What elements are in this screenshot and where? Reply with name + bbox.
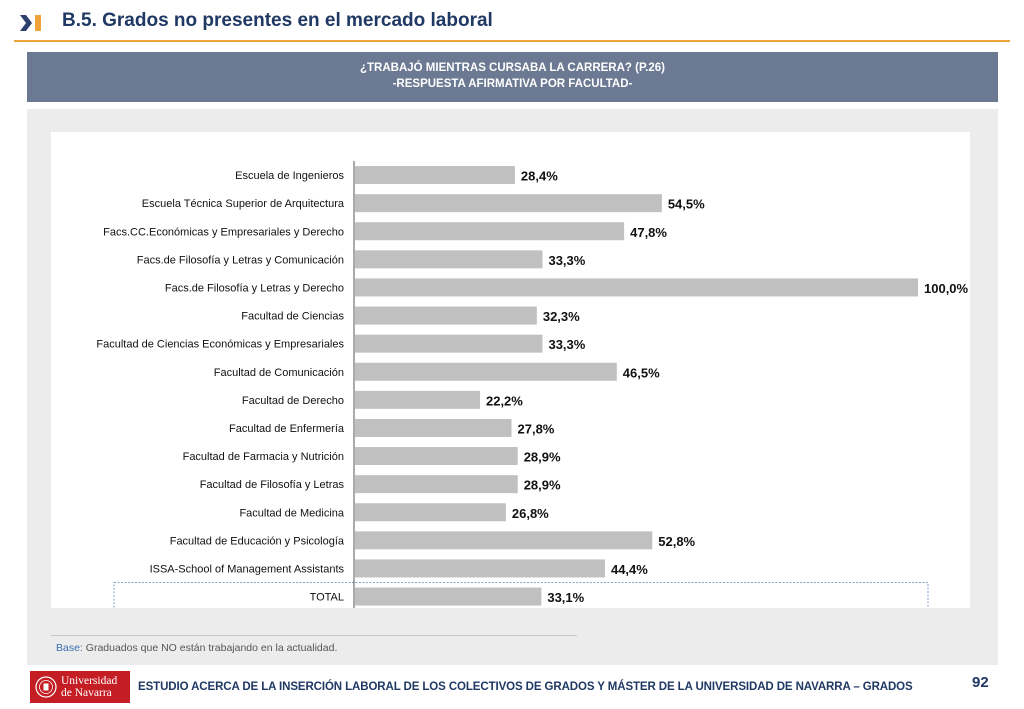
data-label: 28,4%	[521, 169, 558, 184]
chevron-bar-icon	[20, 15, 41, 31]
chart-area: Escuela de Ingenieros 28,4% Escuela Técnic…	[51, 132, 970, 608]
data-label: 44,4%	[611, 562, 648, 577]
category-label: Facultad de Medicina	[239, 507, 344, 519]
base-note: Base: Graduados que NO están trabajando …	[56, 642, 337, 654]
category-label: ISSA-School of Management Assistants	[150, 563, 345, 575]
bar	[355, 503, 506, 522]
base-text: Graduados que NO están trabajando en la …	[85, 642, 338, 654]
base-label: Base:	[56, 642, 83, 654]
category-label: Facultad de Ciencias	[241, 311, 344, 323]
university-seal-icon	[35, 676, 57, 698]
chart-title-line1: ¿TRABAJÓ MIENTRAS CURSABA LA CARRERA? (P…	[360, 62, 665, 74]
chart-title-banner: ¿TRABAJÓ MIENTRAS CURSABA LA CARRERA? (P…	[27, 52, 998, 102]
total-highlight-box	[113, 582, 929, 608]
category-label: Facultad de Enfermería	[229, 423, 345, 435]
bar	[355, 166, 515, 185]
data-label: 47,8%	[630, 225, 667, 240]
bar	[355, 418, 512, 437]
logo-text: Universidad de Navarra	[61, 675, 117, 699]
logo-line2: de Navarra	[61, 687, 112, 699]
category-label: Facs.de Filosofía y Letras y Derecho	[165, 282, 344, 294]
data-label: 54,5%	[668, 197, 705, 212]
bar	[355, 222, 625, 241]
category-label: Facs.de Filosofía y Letras y Comunicació…	[137, 254, 344, 266]
category-label: TOTAL	[310, 592, 344, 604]
data-label: 33,3%	[548, 337, 585, 352]
bar	[355, 362, 617, 381]
data-label: 26,8%	[512, 506, 549, 521]
bar	[355, 250, 543, 269]
data-label: 28,9%	[524, 478, 561, 493]
bar	[355, 531, 653, 550]
bar	[355, 559, 605, 578]
bar	[355, 390, 480, 409]
bar-chart: Escuela de Ingenieros 28,4% Escuela Técnic…	[96, 161, 969, 608]
page-title: B.5. Grados no presentes en el mercado l…	[62, 10, 493, 31]
category-label: Facultad de Derecho	[242, 395, 344, 407]
base-divider	[51, 635, 577, 636]
data-label: 32,3%	[543, 309, 580, 324]
chart-title-line2: -RESPUESTA AFIRMATIVA POR FACULTAD-	[392, 78, 633, 90]
data-label: 33,3%	[548, 253, 585, 268]
category-label: Facultad de Ciencias Económicas y Empres…	[96, 339, 344, 351]
university-logo: Universidad de Navarra	[30, 671, 130, 703]
category-label: Facultad de Educación y Psicología	[170, 535, 345, 547]
bar	[355, 306, 537, 325]
category-label: Escuela de Ingenieros	[235, 170, 344, 182]
category-label: Facultad de Farmacia y Nutrición	[183, 451, 344, 463]
bar	[355, 194, 662, 213]
page-number: 92	[972, 674, 989, 691]
bar	[355, 475, 518, 494]
category-label: Facultad de Comunicación	[214, 367, 344, 379]
page-header: B.5. Grados no presentes en el mercado l…	[14, 0, 1010, 40]
bar	[355, 278, 918, 297]
logo-line1: Universidad	[61, 675, 118, 687]
data-label: 28,9%	[524, 450, 561, 465]
bar	[355, 447, 518, 466]
data-label: 33,1%	[547, 590, 584, 605]
data-label: 27,8%	[518, 421, 555, 436]
bar	[355, 334, 543, 353]
category-label: Facs.CC.Económicas y Empresariales y Der…	[103, 226, 344, 238]
data-label: 46,5%	[623, 365, 660, 380]
data-label: 22,2%	[486, 393, 523, 408]
data-label: 52,8%	[658, 534, 695, 549]
header-divider	[14, 40, 1010, 42]
category-label: Escuela Técnica Superior de Arquitectura	[142, 198, 345, 210]
footer-text: ESTUDIO ACERCA DE LA INSERCIÓN LABORAL D…	[138, 681, 913, 693]
category-label: Facultad de Filosofía y Letras	[200, 479, 345, 491]
data-label: 100,0%	[924, 281, 969, 296]
bar	[355, 587, 542, 606]
